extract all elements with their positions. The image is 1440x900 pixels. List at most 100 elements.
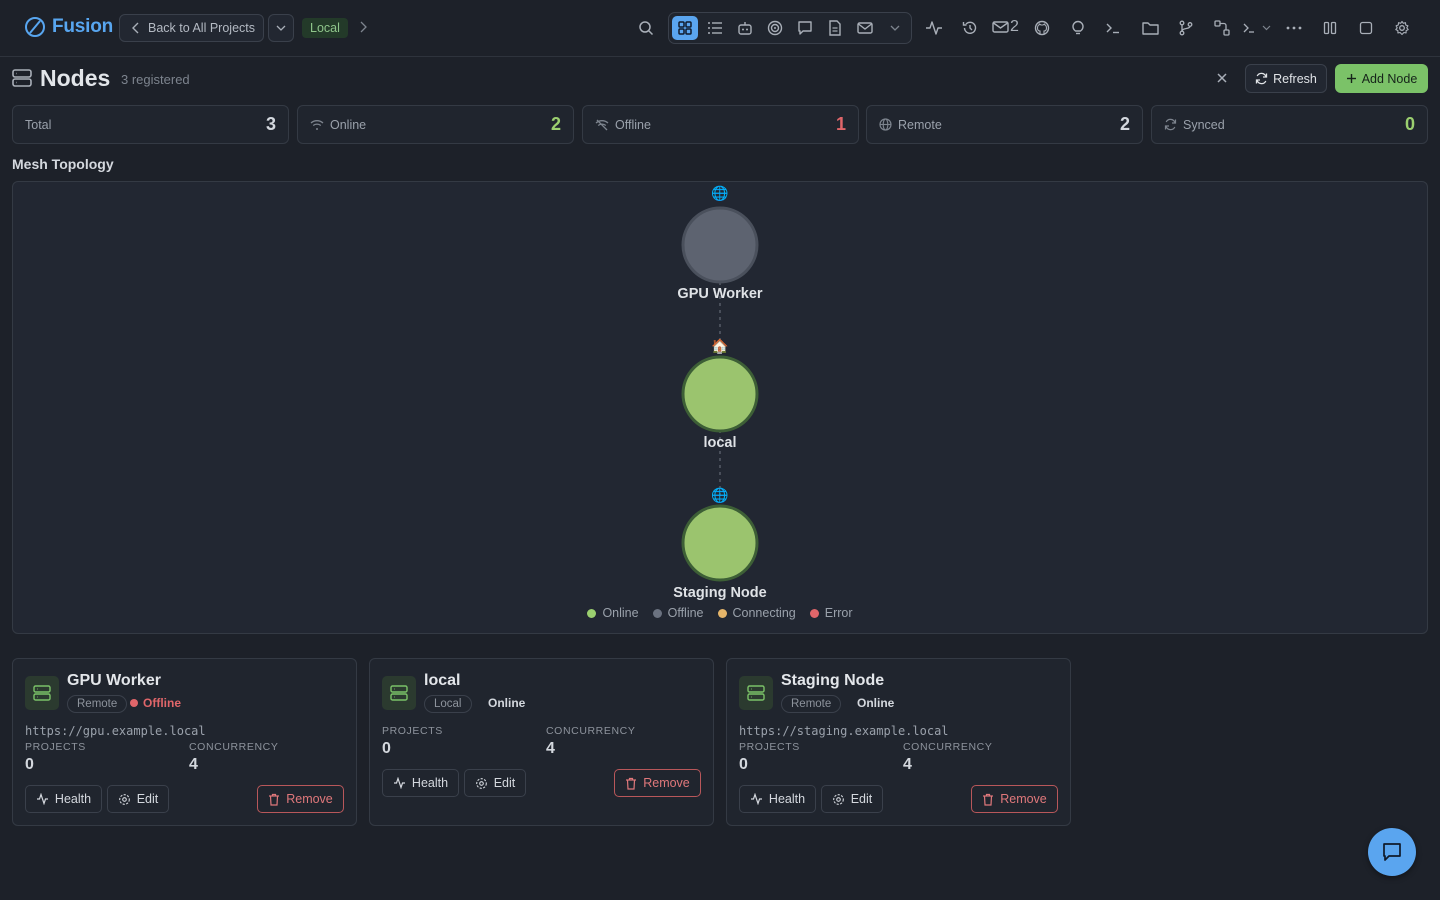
activity-icon <box>393 777 406 789</box>
health-label: Health <box>411 776 449 790</box>
terminal-icon[interactable] <box>1101 16 1125 40</box>
topology-node-local[interactable]: 🏠 local <box>681 338 759 451</box>
stat-value: 3 <box>265 114 276 134</box>
robot-icon[interactable] <box>733 16 757 40</box>
workflow-icon[interactable] <box>1210 16 1234 40</box>
top-bar: Fusion Back to All Projects Local <box>0 0 1440 57</box>
github-icon[interactable] <box>1030 16 1054 40</box>
projects-value: 0 <box>739 756 748 773</box>
inbox-button[interactable]: 2 <box>992 18 1019 36</box>
health-button[interactable]: Health <box>739 785 816 813</box>
mesh-topology-panel[interactable]: 🌐 GPU Worker 🏠 local 🌐 Staging Node Onli… <box>12 181 1428 634</box>
node-card-staging: Staging Node Remote Online https://stagi… <box>726 658 1071 826</box>
inbox-count: 2 <box>1010 18 1019 35</box>
server-icon <box>382 676 416 710</box>
split-columns-icon[interactable] <box>1318 16 1342 40</box>
node-url: https://staging.example.local <box>739 724 949 738</box>
node-status: Online <box>488 696 525 710</box>
list-view-icon[interactable] <box>703 16 727 40</box>
concurrency-value: 4 <box>189 756 198 773</box>
add-node-label: Add Node <box>1361 71 1418 86</box>
refresh-icon <box>1255 72 1268 85</box>
topology-title: Mesh Topology <box>12 156 114 172</box>
server-icon <box>739 676 773 710</box>
topology-node-label: local <box>703 435 736 451</box>
legend-label: Error <box>824 606 853 620</box>
window-icon[interactable] <box>1354 16 1378 40</box>
gear-icon <box>118 793 131 806</box>
node-type-badge: Local <box>424 695 472 713</box>
mail-icon[interactable] <box>853 16 877 40</box>
remove-button[interactable]: Remove <box>257 785 344 813</box>
stat-label: Remote <box>898 117 942 132</box>
settings-gear-icon[interactable] <box>1390 16 1414 40</box>
concurrency-label: CONCURRENCY <box>189 741 279 753</box>
health-button[interactable]: Health <box>382 769 459 797</box>
node-card-local: local Local Online PROJECTS 0 CONCURRENC… <box>369 658 714 826</box>
git-branch-icon[interactable] <box>1174 16 1198 40</box>
globe-icon <box>879 118 892 131</box>
lightbulb-icon[interactable] <box>1066 16 1090 40</box>
close-icon[interactable] <box>1212 68 1232 88</box>
plus-icon <box>1346 73 1357 84</box>
back-to-projects-button[interactable]: Back to All Projects <box>119 14 264 42</box>
legend-dot <box>809 608 819 618</box>
search-icon[interactable] <box>634 16 658 40</box>
terminal-menu-icon[interactable] <box>1240 16 1274 40</box>
topology-node-badge: 🏠 <box>711 338 728 355</box>
activity-icon[interactable] <box>922 16 946 40</box>
status-label: Online <box>488 696 526 710</box>
edit-button[interactable]: Edit <box>107 785 169 813</box>
edit-button[interactable]: Edit <box>821 785 883 813</box>
node-url: https://gpu.example.local <box>25 724 206 738</box>
remove-label: Remove <box>643 776 690 790</box>
stat-online: Online 2 <box>297 105 574 144</box>
chat-icon[interactable] <box>793 16 817 40</box>
refresh-button[interactable]: Refresh <box>1245 64 1327 93</box>
legend-dot <box>652 608 662 618</box>
more-views-chevron-icon[interactable] <box>883 16 907 40</box>
topology-graph[interactable]: 🌐 GPU Worker 🏠 local 🌐 Staging Node <box>13 182 1428 602</box>
sync-icon <box>1164 118 1177 131</box>
stat-value: 1 <box>835 114 846 134</box>
project-dropdown-button[interactable] <box>268 14 294 42</box>
edit-button[interactable]: Edit <box>464 769 526 797</box>
more-options-icon[interactable] <box>1282 16 1306 40</box>
edit-label: Edit <box>136 792 159 806</box>
stat-label: Offline <box>615 117 651 132</box>
wifi-off-icon <box>595 119 609 131</box>
brand[interactable]: Fusion <box>24 16 113 38</box>
remove-label: Remove <box>286 792 333 806</box>
chat-fab-button[interactable] <box>1368 828 1416 876</box>
trash-icon <box>625 777 637 790</box>
status-label: Offline <box>143 696 181 710</box>
history-icon[interactable] <box>958 16 982 40</box>
inbox-icon <box>992 20 1009 34</box>
folder-icon[interactable] <box>1138 16 1162 40</box>
topology-node-badge: 🌐 <box>711 185 728 202</box>
node-name: Staging Node <box>781 672 885 689</box>
health-button[interactable]: Health <box>25 785 102 813</box>
project-badge[interactable]: Local <box>302 18 348 38</box>
target-icon[interactable] <box>763 16 787 40</box>
projects-value: 0 <box>382 740 391 757</box>
chevron-left-icon <box>132 22 140 34</box>
topology-node-gpu-worker[interactable]: 🌐 GPU Worker <box>677 185 763 302</box>
stat-offline: Offline 1 <box>582 105 859 144</box>
stat-remote: Remote 2 <box>866 105 1143 144</box>
legend-offline: Offline <box>652 606 704 620</box>
refresh-label: Refresh <box>1273 71 1317 86</box>
chat-bubble-icon <box>1381 841 1403 863</box>
remove-button[interactable]: Remove <box>614 769 701 797</box>
topology-node-staging[interactable]: 🌐 Staging Node <box>673 487 766 601</box>
add-node-button[interactable]: Add Node <box>1335 64 1428 93</box>
document-icon[interactable] <box>823 16 847 40</box>
remove-button[interactable]: Remove <box>971 785 1058 813</box>
topology-node-label: GPU Worker <box>677 286 763 302</box>
concurrency-value: 4 <box>546 740 555 757</box>
stat-value: 2 <box>1119 114 1130 134</box>
health-label: Health <box>54 792 92 806</box>
grid-view-icon[interactable] <box>672 16 698 40</box>
wifi-icon <box>310 119 324 131</box>
chevron-right-icon[interactable] <box>359 21 367 33</box>
